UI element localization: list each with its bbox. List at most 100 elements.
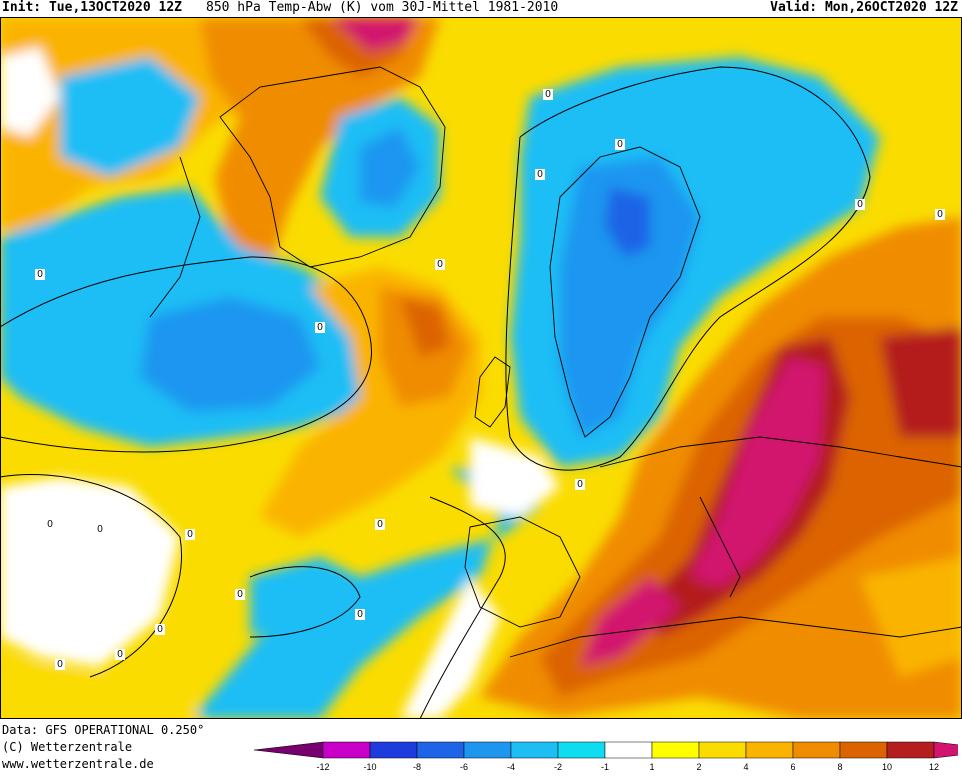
anomaly-region <box>330 17 420 52</box>
legend-color-swatch <box>651 741 700 759</box>
contour-label: 0 <box>35 269 45 280</box>
init-time-label: Init: Tue,13OCT2020 12Z <box>2 0 183 15</box>
contour-label: 0 <box>235 589 245 600</box>
contour-label: 0 <box>535 169 545 180</box>
europe-border-lines <box>599 436 962 468</box>
contour-label: 0 <box>155 624 165 635</box>
legend-tick-label: -12 <box>316 762 329 772</box>
legend-tick-label: 6 <box>790 762 795 772</box>
greenland-coastline <box>219 66 446 268</box>
legend-color-swatch <box>369 741 418 759</box>
map-canvas: 0 0 0 0 0 0 0 0 0 0 0 0 0 0 0 0 0 0 <box>0 17 962 719</box>
contour-label: 0 <box>615 139 625 150</box>
data-source-label: Data: GFS OPERATIONAL 0.250° <box>2 723 205 737</box>
svg-text:0: 0 <box>437 259 443 270</box>
svg-text:0: 0 <box>47 519 53 530</box>
contour-label: 0 <box>95 524 105 535</box>
svg-text:0: 0 <box>97 524 103 535</box>
anomaly-region <box>360 127 420 207</box>
iberia-coastline <box>464 516 581 628</box>
anomaly-region <box>580 577 680 667</box>
zero-contour-line <box>419 496 506 719</box>
anomaly-region <box>860 557 962 677</box>
svg-text:0: 0 <box>57 659 63 670</box>
color-legend: -12 -10 -8 -6 -4 -2 -1 1 2 4 6 8 10 12 <box>253 741 958 772</box>
contour-label: 0 <box>575 479 585 490</box>
contour-label: 0 <box>315 322 325 333</box>
anomaly-region <box>0 657 200 719</box>
anomaly-region <box>605 187 650 257</box>
legend-color-swatch <box>745 741 794 759</box>
legend-color-swatch <box>886 741 935 759</box>
contour-label: 0 <box>435 259 445 270</box>
contour-label: 0 <box>543 89 553 100</box>
anomaly-region <box>250 557 360 637</box>
svg-text:0: 0 <box>377 519 383 530</box>
svg-text:0: 0 <box>117 649 123 660</box>
legend-color-swatch <box>839 741 888 759</box>
contour-label: 0 <box>115 649 125 660</box>
legend-tick-label: -2 <box>554 762 562 772</box>
legend-tick-label: 12 <box>929 762 939 772</box>
legend-color-swatch <box>557 741 606 759</box>
temperature-anomaly-map: 0 0 0 0 0 0 0 0 0 0 0 0 0 0 0 0 0 0 <box>0 17 962 719</box>
british-isles-coastline <box>474 356 511 428</box>
svg-text:0: 0 <box>157 624 163 635</box>
svg-text:0: 0 <box>857 199 863 210</box>
legend-color-swatch <box>792 741 841 759</box>
legend-tick-label: -8 <box>413 762 421 772</box>
legend-tick-label: -4 <box>507 762 515 772</box>
zero-contour-line <box>0 256 372 453</box>
legend-tick-label: 1 <box>649 762 654 772</box>
svg-text:0: 0 <box>187 529 193 540</box>
anomaly-region <box>400 577 500 719</box>
legend-tick-label: 2 <box>696 762 701 772</box>
legend-tick-label: 8 <box>837 762 842 772</box>
copyright-label: (C) Wetterzentrale <box>2 740 133 754</box>
anomaly-region <box>560 157 700 437</box>
legend-color-swatch <box>510 741 559 759</box>
zero-contour-line <box>249 566 361 638</box>
anomaly-region <box>470 437 560 517</box>
legend-color-swatch <box>698 741 747 759</box>
contour-label: 0 <box>855 199 865 210</box>
legend-tick-label: -10 <box>363 762 376 772</box>
anomaly-region <box>690 357 825 587</box>
anomaly-region <box>200 17 440 267</box>
contour-label: 0 <box>55 659 65 670</box>
legend-tick-label: -1 <box>601 762 609 772</box>
zero-contour-line <box>505 66 871 471</box>
svg-text:0: 0 <box>37 269 43 280</box>
legend-color-swatch <box>933 741 958 759</box>
anomaly-region <box>400 297 450 357</box>
anomaly-region <box>190 467 540 719</box>
legend-color-swatch <box>604 741 653 759</box>
svg-text:0: 0 <box>617 139 623 150</box>
anomaly-region <box>880 327 962 437</box>
svg-text:0: 0 <box>537 169 543 180</box>
contour-label: 0 <box>185 529 195 540</box>
contour-label: 0 <box>355 609 365 620</box>
svg-text:0: 0 <box>545 89 551 100</box>
legend-tick-label: 4 <box>743 762 748 772</box>
legend-color-swatch <box>416 741 465 759</box>
website-label: www.wetterzentrale.de <box>2 757 154 771</box>
legend-color-swatch <box>253 741 324 759</box>
map-title: 850 hPa Temp-Abw (K) vom 30J-Mittel 1981… <box>206 0 559 15</box>
svg-text:0: 0 <box>317 322 323 333</box>
legend-tick-label: 10 <box>882 762 892 772</box>
zero-contour-line <box>0 474 182 678</box>
anomaly-region <box>140 297 320 412</box>
svg-text:0: 0 <box>577 479 583 490</box>
svg-text:0: 0 <box>237 589 243 600</box>
contour-label: 0 <box>935 209 945 220</box>
anomaly-region <box>60 57 200 177</box>
svg-text:0: 0 <box>357 609 363 620</box>
anomaly-region <box>0 47 60 137</box>
legend-color-swatch <box>463 741 512 759</box>
legend-color-swatch <box>322 741 371 759</box>
svg-text:0: 0 <box>937 209 943 220</box>
scandinavia-coastline <box>549 146 701 438</box>
contour-label: 0 <box>45 519 55 530</box>
legend-tick-label: -6 <box>460 762 468 772</box>
